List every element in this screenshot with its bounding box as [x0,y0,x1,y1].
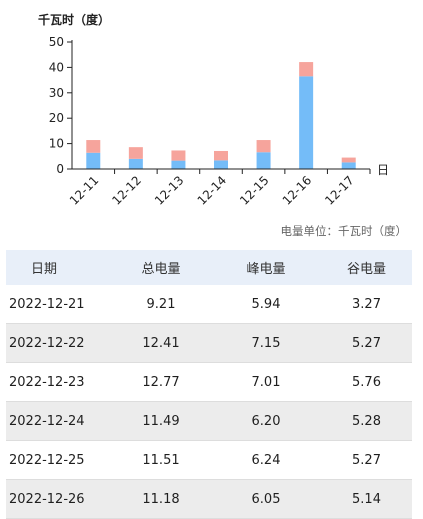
x-tick-label: 12-11 [67,173,102,208]
y-tick-label: 10 [49,137,64,151]
x-tick-label: 12-14 [195,173,230,208]
cell-date: 2022-12-21 [9,296,85,312]
valley-bar [86,152,101,169]
cell-date: 2022-12-23 [9,374,85,390]
cell-peak: 5.94 [251,296,281,312]
peak-bar [341,157,356,163]
cell-date: 2022-12-25 [9,452,85,468]
table-header: 日期 总电量 峰电量 谷电量 [6,250,412,285]
y-tick-label: 30 [49,86,64,100]
cell-total: 12.41 [142,335,180,351]
valley-bar [171,160,186,169]
cell-total: 11.51 [142,452,180,468]
bars [86,62,356,169]
x-tick-label: 12-15 [237,173,272,208]
y-tick-label: 40 [49,60,64,74]
x-axis: 12-11 12-12 12-13 12-14 12-15 12-16 12-17 [67,168,371,208]
peak-bar [299,62,314,77]
x-axis-unit-label: 日 [377,163,389,177]
peak-bar [128,147,143,159]
table-row: 2022-12-23 12.77 7.01 5.76 [6,363,412,402]
valley-bar [214,160,228,169]
cell-date: 2022-12-26 [9,491,85,507]
cell-valley: 3.27 [352,296,381,312]
y-axis: 0 10 20 30 40 50 [49,35,73,176]
valley-bar [341,162,356,169]
table-row: 2022-12-21 9.21 5.94 3.27 [6,285,412,324]
valley-bar [256,152,271,169]
cell-total: 11.18 [142,491,180,507]
y-axis-unit-title: 千瓦时（度） [38,12,110,27]
table-row: 2022-12-25 11.51 6.24 5.27 [6,441,412,480]
x-tick-label: 12-13 [152,173,187,208]
cell-peak: 6.24 [251,452,281,468]
y-tick-label: 50 [49,35,64,49]
usage-table: 日期 总电量 峰电量 谷电量 2022-12-21 9.21 5.94 3.27… [6,250,412,519]
cell-total: 9.21 [146,296,176,312]
table-row: 2022-12-26 11.18 6.05 5.14 [6,480,412,519]
table-row: 2022-12-22 12.41 7.15 5.27 [6,324,412,363]
cell-peak: 6.20 [251,413,281,429]
cell-peak: 7.15 [251,335,281,351]
x-tick-label: 12-17 [322,173,357,208]
header-date: 日期 [31,262,58,277]
x-tick-label: 12-12 [109,173,144,208]
cell-valley: 5.27 [352,452,381,468]
unit-note: 电量单位：千瓦时（度） [280,224,408,238]
table-row: 2022-12-24 11.49 6.20 5.28 [6,402,412,441]
peak-bar [171,150,186,161]
cell-valley: 5.27 [352,335,381,351]
cell-valley: 5.76 [352,374,381,390]
y-tick-label: 0 [56,162,64,176]
cell-total: 12.77 [142,374,180,390]
peak-bar [214,150,228,161]
peak-bar [256,140,271,153]
header-valley: 谷电量 [346,262,386,277]
cell-peak: 7.01 [251,374,281,390]
valley-bar [299,76,314,169]
y-tick-label: 20 [49,111,64,125]
cell-date: 2022-12-22 [9,335,85,351]
cell-total: 11.49 [142,413,180,429]
x-tick-label: 12-16 [280,173,315,208]
header-peak: 峰电量 [246,262,286,277]
cell-valley: 5.14 [352,491,381,507]
cell-date: 2022-12-24 [9,413,85,429]
cell-valley: 5.28 [352,413,381,429]
peak-bar [86,140,101,153]
valley-bar [128,158,143,169]
header-total: 总电量 [141,262,181,277]
cell-peak: 6.05 [251,491,281,507]
